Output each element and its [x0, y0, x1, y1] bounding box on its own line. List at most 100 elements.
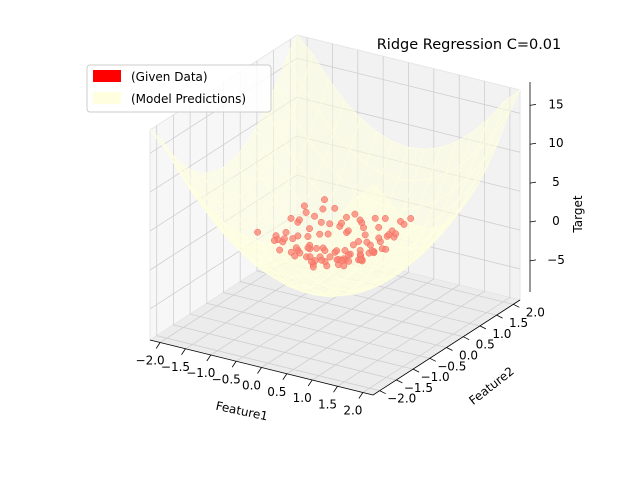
x-tick-label: 2.0 — [343, 404, 362, 418]
data-point — [318, 256, 326, 264]
data-point — [356, 216, 364, 224]
x-grid-line — [362, 87, 511, 393]
data-point — [311, 212, 318, 220]
prediction-surface — [149, 34, 521, 298]
x-tick — [181, 348, 186, 355]
y-grid-line — [172, 114, 397, 381]
data-point — [326, 253, 334, 261]
data-point — [363, 238, 371, 246]
y-tick-label: 2.0 — [526, 305, 545, 319]
x-tick — [282, 373, 288, 380]
data-point — [292, 244, 300, 252]
data-point — [302, 208, 310, 216]
x-tick-label: 1.5 — [318, 397, 337, 411]
legend-frame — [86, 64, 272, 113]
axes: −2.0−1.5−1.0−0.5 0.0 0.5 1.0 1.5 2.0−2.0−1.5−… — [136, 82, 565, 418]
data-point — [351, 210, 359, 218]
data-point — [287, 214, 295, 222]
x-tick — [206, 354, 212, 362]
data-point — [371, 214, 379, 222]
data-point — [300, 202, 308, 210]
y-grid-line — [223, 82, 447, 348]
data-point — [291, 252, 299, 260]
x-tick — [257, 367, 262, 374]
x-grid-line — [261, 62, 409, 368]
y-grid-line — [156, 125, 380, 392]
legend-label-model-predictions: (Model Predictions) — [131, 92, 246, 106]
y-tick — [513, 303, 520, 308]
y-tick-label: −1.0 — [421, 370, 450, 384]
y-tick-label: 1.0 — [492, 327, 511, 341]
data-point — [357, 256, 364, 264]
data-point — [304, 244, 312, 252]
data-point — [313, 244, 320, 252]
data-point — [407, 215, 415, 222]
legend-swatch-given-data — [93, 70, 121, 82]
x-tick — [358, 392, 364, 399]
legend: (Given Data) (Model Predictions) — [86, 64, 272, 113]
y-tick — [446, 347, 453, 351]
x-tick-label: 1.0 — [293, 391, 312, 405]
data-point — [397, 217, 404, 225]
data-point — [392, 230, 400, 238]
data-point — [341, 247, 349, 254]
y-tick — [463, 336, 470, 341]
data-point — [382, 245, 390, 253]
data-point — [317, 218, 325, 226]
z-tick-label: 0 — [552, 214, 560, 228]
data-point — [276, 246, 284, 254]
y-tick-label: 0.0 — [459, 349, 478, 363]
data-point — [361, 231, 369, 239]
data-point — [295, 216, 303, 224]
data-point — [333, 247, 341, 255]
data-point — [375, 234, 383, 242]
data-point — [368, 247, 376, 255]
y-tick-label: 1.5 — [509, 316, 528, 330]
y-tick — [396, 379, 403, 384]
y-tick-label: −1.5 — [404, 381, 433, 395]
z-axis-label: Target — [571, 195, 585, 233]
data-point — [282, 228, 290, 236]
x-tick-label: 0.0 — [242, 379, 261, 393]
y-tick — [412, 368, 420, 373]
legend-swatch-model-predictions — [93, 92, 121, 104]
data-point — [338, 219, 345, 227]
data-point — [344, 227, 352, 235]
z-tick-label: 5 — [552, 175, 560, 189]
data-point — [306, 225, 313, 233]
data-point — [306, 253, 314, 261]
data-point — [385, 231, 393, 239]
x-tick-label: −1.5 — [161, 360, 190, 374]
y-tick-label: 0.5 — [476, 338, 495, 352]
data-point — [343, 213, 350, 221]
z-tick-label: 10 — [548, 136, 563, 150]
y-tick-label: −2.0 — [387, 392, 416, 406]
z-tick — [529, 220, 537, 223]
data-point — [375, 223, 383, 231]
x-grid-line — [286, 68, 435, 375]
z-tick — [529, 142, 537, 145]
data-point — [289, 235, 297, 243]
x-tick-label: 0.5 — [267, 385, 286, 399]
data-point — [355, 238, 362, 245]
y-tick-label: −0.5 — [437, 359, 466, 373]
data-point — [349, 241, 357, 249]
y-tick — [479, 325, 487, 330]
chart-title: Ridge Regression C=0.01 — [377, 37, 562, 53]
x-tick-label: −0.5 — [212, 372, 241, 386]
x-tick — [155, 342, 161, 349]
legend-label-given-data: (Given Data) — [131, 70, 208, 84]
x-tick — [307, 379, 313, 387]
z-tick-label: 15 — [548, 97, 563, 111]
data-point — [381, 215, 389, 222]
z-tick-label: −5 — [547, 253, 565, 267]
y-tick — [429, 357, 436, 362]
data-point — [319, 205, 327, 213]
z-tick — [529, 181, 537, 184]
data-point — [254, 228, 262, 236]
data-point — [280, 235, 288, 243]
data-point — [304, 233, 312, 240]
data-point — [321, 247, 329, 255]
data-point — [324, 230, 332, 238]
